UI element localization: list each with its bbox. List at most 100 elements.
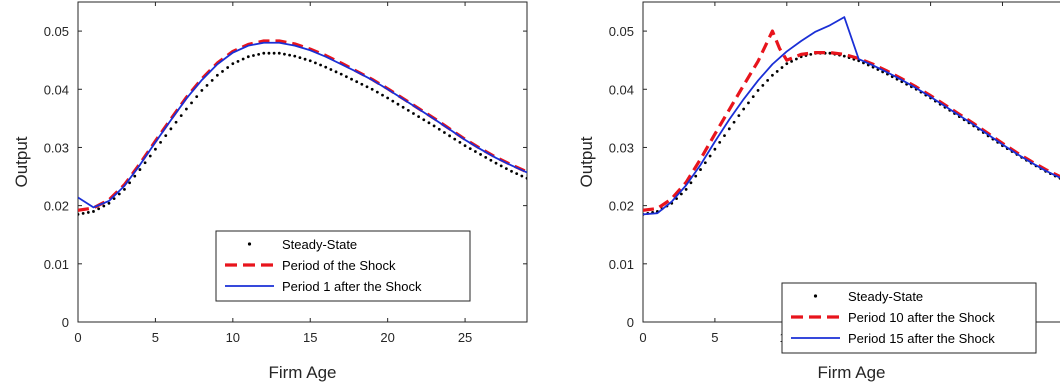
chart2-series-steady-state-point (737, 114, 741, 118)
chart1-series-steady-state-point (484, 155, 488, 159)
chart1-series-steady-state-point (200, 89, 204, 92)
chart1-series-steady-state-point (329, 68, 333, 71)
chart1-legend: Steady-State Period of the Shock Period 1 … (215, 230, 471, 302)
chart2-series-steady-state-point (761, 83, 765, 87)
chart1-series-steady-state-point (133, 174, 137, 178)
chart2-series-steady-state-point (794, 57, 798, 61)
chart1-series-steady-state-point (422, 118, 426, 122)
chart2-y-tick-label: 0.02 (609, 199, 634, 214)
chart1-series-steady-state-point (231, 62, 235, 66)
chart2-y-tick-label: 0 (627, 315, 634, 330)
chart1-series-steady-state-point (195, 95, 199, 99)
chart2-legend-steady-state-marker (813, 294, 818, 298)
chart2-series-steady-state-point (732, 120, 736, 124)
chart1-series-steady-state-point (458, 141, 462, 144)
chart1-series-steady-state-point (164, 134, 168, 138)
chart1-x-axis-label: Firm Age (268, 363, 336, 382)
chart1-series-steady-state-point (319, 63, 322, 67)
chart2-series-group (643, 16, 1060, 216)
chart2-series-steady-state-point (684, 187, 688, 191)
chart1-series-steady-state-point (246, 55, 250, 59)
chart1-series-steady-state-point (339, 72, 343, 76)
chart2-series-steady-state-point (694, 174, 698, 178)
chart2-x-axis-label: Firm Age (817, 363, 885, 382)
chart1-series-steady-state-point (427, 121, 431, 125)
chart2-y-tick-label: 0.03 (609, 140, 634, 155)
chart1-series-steady-state-point (257, 52, 261, 56)
chart1-series-steady-state-point (370, 87, 374, 91)
chart1-series-steady-state-point (92, 210, 95, 213)
chart2-series-steady-state-point (809, 52, 813, 56)
chart1-series-group (78, 39, 527, 216)
chart2-y-tick-label: 0.04 (609, 82, 634, 97)
chart1-series-steady-state-point (205, 83, 209, 87)
chart1-series-steady-state-point (123, 187, 126, 191)
chart2-x-tick-label: 5 (711, 330, 718, 345)
chart2-series-steady-state-point (713, 147, 717, 151)
chart2-series-steady-state-point (790, 59, 793, 63)
chart2-series-steady-state-point (780, 66, 784, 69)
chart1-series-steady-state-point (417, 115, 421, 119)
chart1-legend-period-of-the-shock-label: Period of the Shock (282, 258, 396, 273)
chart1-x-tick-label: 10 (226, 330, 240, 345)
chart1-series-steady-state-point (355, 80, 359, 84)
chart1-legend-steady-state-label: Steady-State (282, 237, 357, 252)
chart1-legend-steady-state-marker (247, 242, 252, 246)
chart2-legend-steady-state-label: Steady-State (848, 289, 923, 304)
chart1-series-steady-state-point (283, 52, 286, 56)
chart1-y-tick-label: 0.01 (44, 257, 69, 272)
chart2-series-steady-state-point (785, 62, 789, 66)
chart2-series-steady-state-point (751, 95, 755, 99)
chart1-series-steady-state-point (412, 112, 415, 115)
chart1-x-tick-label: 15 (303, 330, 317, 345)
chart1-y-tick-label: 0 (62, 315, 69, 330)
chart2-series-steady-state-point (756, 89, 760, 92)
chart1-legend-period-1-after-the-shock-label: Period 1 after the Shock (282, 279, 422, 294)
chart2-y-tick-label: 0.05 (609, 24, 634, 39)
chart2-series-steady-state-point (842, 54, 846, 58)
chart1-series-steady-state-point (293, 54, 297, 58)
chart1-series-steady-state-point (226, 66, 230, 69)
chart1-series-steady-state-point (138, 168, 142, 171)
chart1-series-steady-state-point (406, 109, 410, 112)
chart1-series-steady-state-point (169, 127, 173, 131)
chart1-series-steady-state-point (298, 56, 302, 60)
chart2-series-steady-state-point (727, 127, 731, 131)
chart1-series-steady-state-point (489, 158, 493, 162)
chart1-x-tick-label: 25 (458, 330, 472, 345)
chart1-series-steady-state-point (401, 105, 405, 109)
chart2-series-steady-state-point (775, 70, 779, 73)
chart1-series-steady-state-point (520, 174, 524, 178)
chart1-series-steady-state-point (112, 197, 116, 201)
chart2-y-axis-label: Output (577, 136, 596, 187)
chart1-series-steady-state-point (515, 172, 519, 176)
chart2-series-period-10-after-the-shock-line (643, 29, 1060, 212)
chart1-y-tick-label: 0.03 (44, 140, 69, 155)
chart1-series-steady-state-point (174, 120, 178, 124)
chart1-series-steady-state-point (210, 78, 214, 82)
chart1-series-steady-state-point (86, 211, 90, 214)
chart1-series-steady-state-point (179, 114, 183, 118)
chart2-legend-period-10-after-the-shock-label: Period 10 after the Shock (848, 310, 995, 325)
chart1-series-steady-state-point (479, 153, 482, 156)
chart1-series-steady-state-point (308, 59, 312, 63)
chart1-y-tick-label: 0.02 (44, 199, 69, 214)
chart1-series-steady-state-point (277, 51, 281, 55)
chart2-series-steady-state-point (742, 107, 746, 111)
chart1-series-steady-state-point (102, 204, 106, 208)
chart1-series-steady-state-point (252, 54, 255, 57)
chart1-series-steady-state-point (504, 167, 508, 170)
chart1-series-steady-state-point (262, 51, 266, 55)
chart1-x-tick-label: 0 (74, 330, 81, 345)
chart2-series-steady-state-point (718, 141, 722, 144)
chart1-y-tick-label: 0.04 (44, 82, 69, 97)
chart1-series-period-1-after-the-shock-line (78, 41, 527, 209)
chart1-series-steady-state-point (375, 90, 379, 94)
chart2-series-steady-state-point (828, 51, 832, 55)
chart2-y-tick-label: 0.01 (609, 257, 634, 272)
chart2-x-tick-label: 0 (639, 330, 646, 345)
chart1-series-period-of-the-shock-line (78, 39, 527, 212)
chart1-y-axis-label: Output (12, 136, 31, 187)
